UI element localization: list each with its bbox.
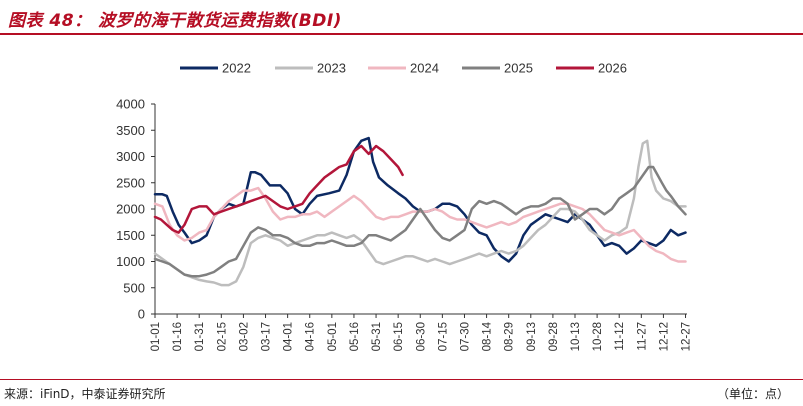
x-tick-label: 05-31 [371, 322, 383, 351]
footer-rule [0, 379, 803, 380]
legend-label-2026: 2026 [598, 61, 627, 76]
x-tick-label: 03-02 [238, 322, 250, 351]
x-tick-label: 01-16 [172, 322, 184, 351]
series-line-2025 [153, 165, 687, 278]
y-tick-label: 1000 [116, 254, 145, 269]
x-tick-label: 02-15 [216, 322, 228, 351]
x-tick-label: 10-13 [570, 322, 582, 351]
title-rule [0, 33, 803, 35]
figure-title: 图表 48： 波罗的海干散货运费指数(BDI) [8, 11, 342, 31]
y-tick-label: 3000 [116, 149, 145, 164]
legend-label-2022: 2022 [222, 61, 251, 76]
x-tick-label: 08-29 [504, 322, 516, 351]
x-tick-label: 01-31 [194, 322, 206, 351]
y-tick-label: 3500 [116, 123, 145, 138]
x-tick-label: 05-01 [327, 322, 339, 351]
x-tick-label: 04-16 [305, 322, 317, 351]
x-tick-label: 11-27 [636, 322, 648, 351]
y-tick-label: 0 [138, 307, 145, 322]
y-tick-label: 2500 [116, 175, 145, 190]
x-tick-label: 05-16 [349, 322, 361, 351]
x-tick-label: 12-12 [658, 322, 670, 351]
legend-label-2023: 2023 [317, 61, 346, 76]
x-tick-label: 09-13 [526, 322, 538, 351]
x-tick-label: 09-28 [548, 322, 560, 351]
x-tick-label: 07-15 [437, 322, 449, 351]
x-tick-label: 08-14 [482, 321, 494, 351]
x-tick-label: 06-15 [393, 322, 405, 351]
x-tick-label: 03-17 [261, 322, 273, 351]
legend-label-2024: 2024 [410, 61, 439, 76]
chart-legend: 2022 2023 2024 2025 2026 [180, 61, 627, 76]
source-note: 来源：iFinD，中泰证券研究所 [4, 387, 166, 401]
unit-note: （单位：点） [716, 387, 789, 401]
chart-axes: 0 500 1000 1500 2000 2500 3000 3500 4000 01-01 01-… [116, 97, 692, 352]
y-tick-label: 2000 [116, 202, 145, 217]
y-tick-label: 1500 [116, 228, 145, 243]
series-line-2026 [153, 144, 404, 234]
x-tick-label: 12-27 [681, 322, 693, 351]
x-tick-label: 07-30 [459, 322, 471, 351]
series-line-2022 [153, 136, 687, 263]
x-tick-label: 01-01 [150, 322, 162, 351]
chart-series [153, 136, 687, 287]
y-tick-label: 4000 [116, 97, 145, 112]
legend-label-2025: 2025 [504, 61, 533, 76]
y-tick-label: 500 [123, 280, 145, 295]
series-line-2024 [153, 186, 687, 263]
series-line-2023 [153, 139, 687, 287]
x-tick-label: 06-30 [415, 322, 427, 351]
x-tick-label: 10-28 [592, 322, 604, 351]
x-tick-label: 04-01 [283, 322, 295, 351]
x-tick-label: 11-12 [614, 322, 626, 351]
